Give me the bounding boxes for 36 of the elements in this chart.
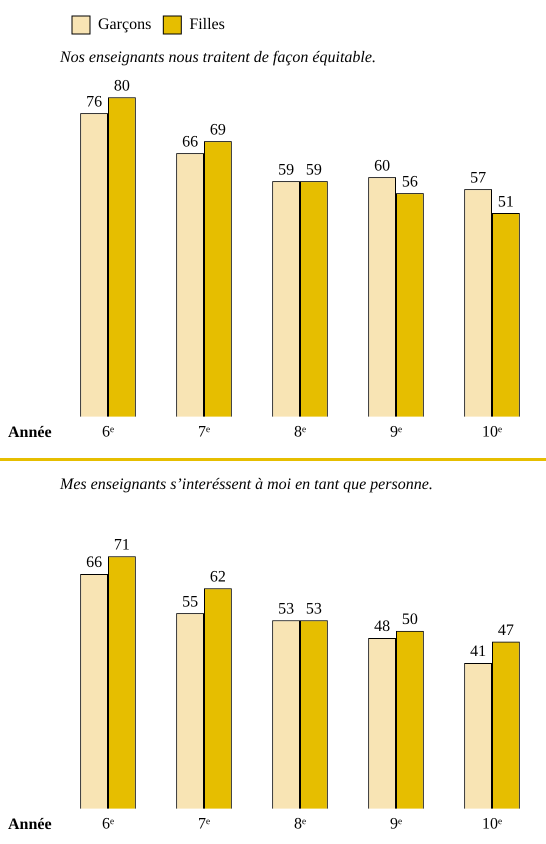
data-label: 62 — [210, 568, 226, 586]
data-label: 57 — [470, 169, 486, 186]
data-label: 47 — [498, 622, 514, 639]
chart-title: Nos enseignants nous traitent de façon équitable. — [59, 48, 376, 66]
data-label: 50 — [402, 611, 418, 628]
data-label: 59 — [306, 161, 322, 178]
x-tick-label: 9ᵉ — [390, 816, 402, 833]
x-tick-label: 10ᵉ — [482, 816, 502, 833]
data-label: 53 — [306, 600, 322, 618]
x-tick-label: 6ᵉ — [102, 816, 114, 833]
legend-label: Filles — [189, 16, 225, 34]
x-tick-label: 8ᵉ — [294, 816, 306, 833]
data-label: 53 — [278, 600, 294, 618]
legend-label: Garçons — [98, 16, 152, 34]
data-label: 66 — [182, 133, 198, 150]
x-axis-title: Année — [8, 816, 52, 833]
x-tick-label: 8ᵉ — [294, 424, 306, 441]
data-label: 71 — [114, 536, 130, 554]
data-label: 80 — [114, 77, 130, 94]
data-label: 48 — [374, 618, 390, 636]
x-tick-label: 7ᵉ — [198, 816, 210, 833]
x-tick-label: 10ᵉ — [482, 424, 502, 441]
data-label: 69 — [210, 121, 226, 138]
data-label: 76 — [86, 93, 102, 110]
x-tick-label: 7ᵉ — [198, 424, 210, 441]
x-axis-title: Année — [8, 424, 52, 441]
data-label: 56 — [402, 173, 418, 190]
data-label: 60 — [374, 157, 390, 174]
data-label: 66 — [86, 554, 102, 572]
chart-title: Mes enseignants s’interéssent à moi en tant que personne. — [59, 476, 433, 493]
x-tick-label: 6ᵉ — [102, 424, 114, 441]
data-label: 59 — [278, 161, 294, 178]
data-label: 55 — [182, 593, 198, 610]
data-label: 41 — [470, 643, 486, 660]
data-label: 51 — [498, 193, 514, 210]
x-tick-label: 9ᵉ — [390, 424, 402, 441]
